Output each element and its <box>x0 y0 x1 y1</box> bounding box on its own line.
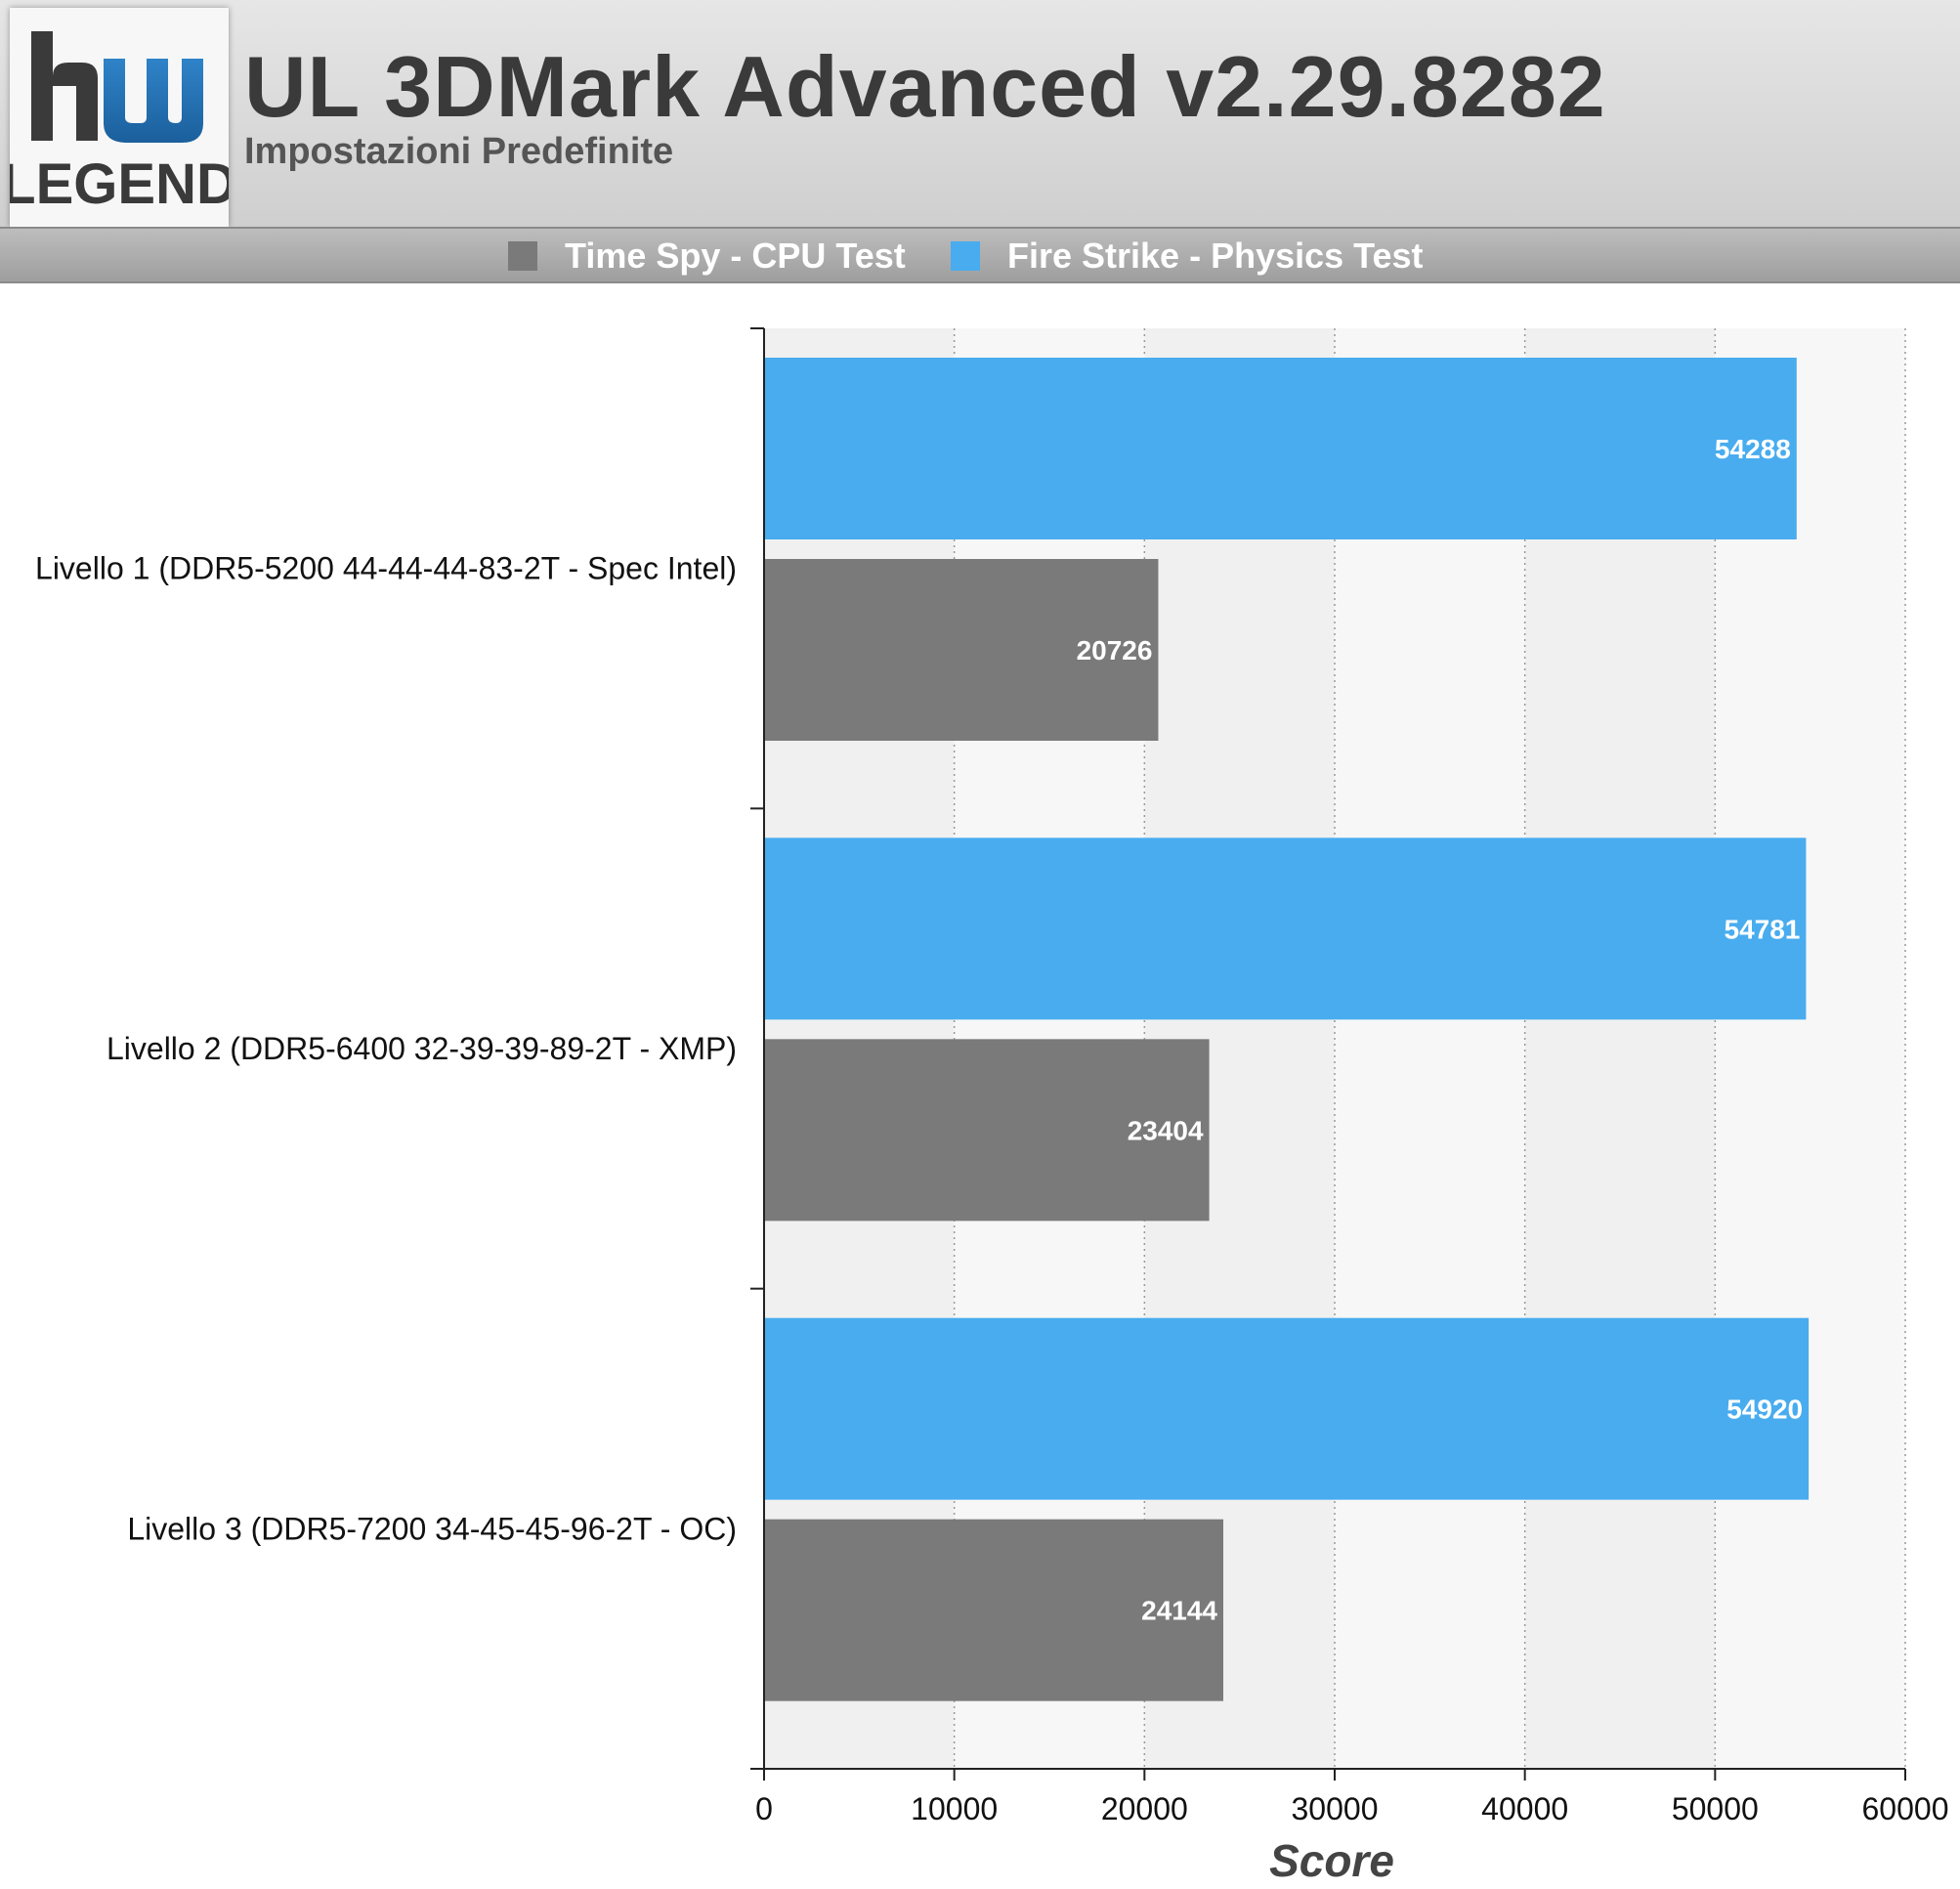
category-label: Livello 3 (DDR5-7200 34-45-45-96-2T - OC… <box>127 1511 737 1546</box>
logo-text: LEGEND <box>10 152 229 216</box>
chart-header: LEGEND UL 3DMark Advanced v2.29.8282 Imp… <box>0 0 1960 227</box>
x-tick-label: 60000 <box>1862 1791 1949 1826</box>
data-label: 23404 <box>1128 1115 1204 1145</box>
x-tick-label: 0 <box>755 1791 773 1826</box>
x-tick-label: 30000 <box>1292 1791 1379 1826</box>
x-tick-label: 40000 <box>1481 1791 1568 1826</box>
x-tick-label: 50000 <box>1672 1791 1759 1826</box>
bar-fire-strike <box>764 358 1797 539</box>
x-tick-label: 20000 <box>1101 1791 1188 1826</box>
data-label: 20726 <box>1077 635 1153 665</box>
legend-label-time-spy: Time Spy - CPU Test <box>565 236 906 276</box>
data-label: 54920 <box>1726 1395 1803 1425</box>
hwlegend-logo: LEGEND <box>1 8 237 227</box>
x-tick-label: 10000 <box>911 1791 998 1826</box>
plot-band <box>1335 328 1525 1769</box>
chart-subtitle: Impostazioni Predefinite <box>244 131 674 172</box>
legend-swatch-fire-strike <box>951 241 980 271</box>
legend-item-fire-strike: Fire Strike - Physics Test <box>951 236 1424 276</box>
data-label: 54781 <box>1725 914 1801 944</box>
chart-title: UL 3DMark Advanced v2.29.8282 <box>244 38 1606 135</box>
category-label: Livello 2 (DDR5-6400 32-39-39-89-2T - XM… <box>107 1031 737 1066</box>
legend: Time Spy - CPU Test Fire Strike - Physic… <box>0 227 1960 283</box>
legend-label-fire-strike: Fire Strike - Physics Test <box>1007 236 1424 276</box>
bar-fire-strike <box>764 837 1807 1020</box>
bar-fire-strike <box>764 1317 1810 1500</box>
data-label: 54288 <box>1715 434 1791 464</box>
bar-time-spy <box>764 559 1159 741</box>
legend-swatch-time-spy <box>508 241 537 271</box>
plot-band <box>1524 328 1716 1769</box>
legend-item-time-spy: Time Spy - CPU Test <box>508 236 906 276</box>
bar-time-spy <box>764 1519 1224 1701</box>
x-axis-title: Score <box>1269 1835 1394 1886</box>
category-label: Livello 1 (DDR5-5200 44-44-44-83-2T - Sp… <box>35 551 737 586</box>
plot-band <box>1715 328 1905 1769</box>
data-label: 24144 <box>1141 1596 1217 1626</box>
bar-time-spy <box>764 1039 1210 1222</box>
